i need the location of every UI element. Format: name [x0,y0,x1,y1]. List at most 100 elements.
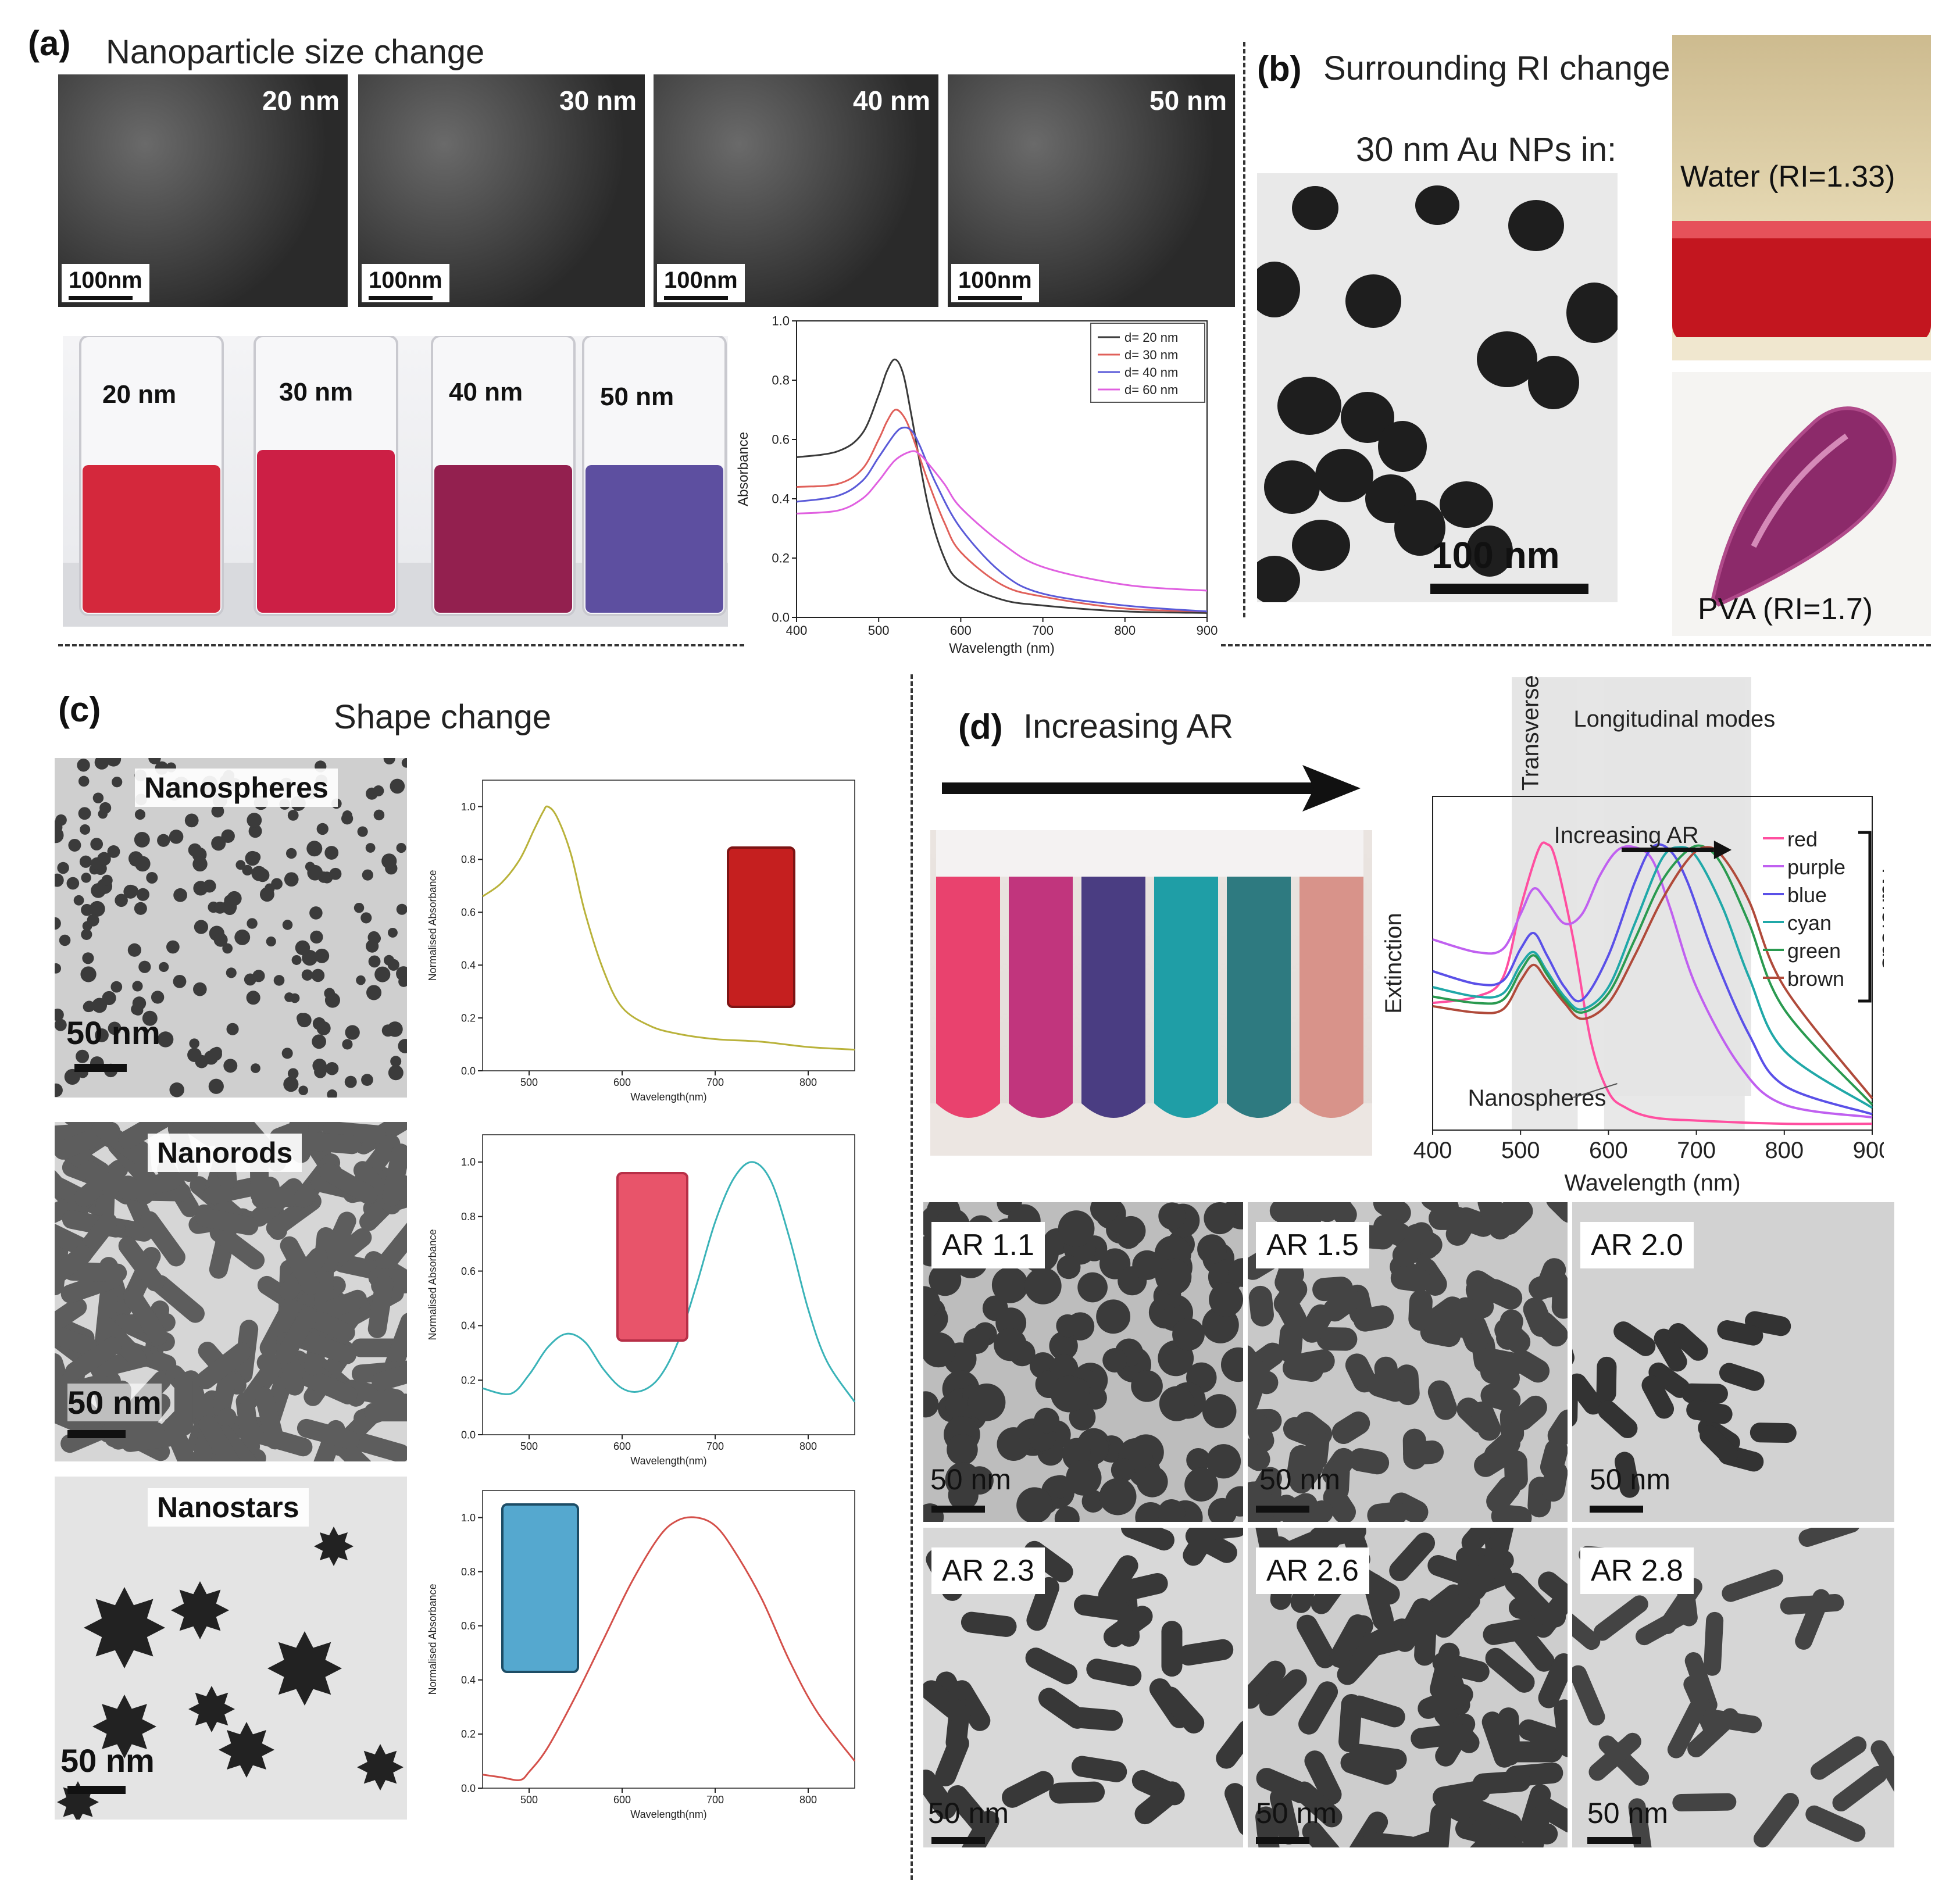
x-tick-label: 700 [706,1794,724,1806]
particle [1056,1314,1079,1338]
particle [1420,1202,1459,1219]
particle [374,966,391,982]
tem-image-au-nps: 100 nm [1257,173,1618,602]
nanospheres-pointer [1573,1083,1618,1098]
particle [1067,1707,1123,1731]
particle [357,826,368,837]
particle [65,1336,122,1381]
particle [1488,1202,1520,1240]
particle [1269,1787,1299,1845]
series-line [1432,843,1873,1116]
particle [1635,1605,1694,1646]
particle [55,963,62,974]
y-tick-label: 0.8 [461,1566,476,1578]
particle [169,830,184,844]
particle [287,810,299,821]
particle [166,940,180,954]
scale-bar: 100nm [62,264,149,302]
particle [388,927,398,938]
legend-entry: blue [1787,883,1827,907]
particle [295,940,310,956]
particle [209,1223,265,1270]
y-tick-label: 1.0 [461,801,476,813]
panel-d-title: Increasing AR [1023,707,1234,745]
nanostar [188,1686,235,1732]
particle [194,920,209,934]
panel-a-letter: (a) [28,24,71,63]
particle [310,930,323,944]
particle [297,1418,360,1450]
pva-film-photo: PVA (RI=1.7) [1672,372,1931,636]
particle [127,943,141,957]
particle [373,809,385,821]
particle [95,1028,109,1042]
particle [1408,1290,1433,1331]
particle [1504,1572,1552,1621]
particle [381,853,397,869]
particle [1287,1445,1313,1486]
vial-label: 40 nm [449,378,523,406]
particle [92,792,104,803]
particle [252,970,265,982]
panel-c-title: Shape change [334,698,552,736]
particle [159,962,169,973]
ar-label: AR 2.0 [1580,1222,1694,1268]
particle [1753,1793,1800,1847]
particle [1362,1832,1420,1847]
series-line [482,1516,856,1781]
particle [1316,1327,1358,1351]
y-axis-label: Extinction [1384,913,1406,1013]
particle [192,856,208,872]
x-tick-label: 600 [613,1794,631,1806]
particle [1485,1647,1535,1693]
particle [362,869,373,881]
x-axis-label: Wavelength(nm) [630,1455,706,1467]
particle [396,843,406,853]
particle [923,1680,969,1724]
x-tick-label: 500 [520,1794,538,1806]
stars-vial-inset [495,1500,583,1674]
particle [146,871,158,884]
particle [1312,1277,1354,1302]
particle [1113,1573,1168,1602]
particle [1248,1438,1270,1471]
particle [97,852,111,866]
particle [94,758,109,770]
particle [184,813,199,828]
particle [383,955,395,966]
divider [58,644,744,646]
scale-text: 50 nm [1590,1463,1670,1496]
x-tick-label: 600 [1589,1138,1628,1163]
x-tick-label: 500 [1501,1138,1540,1163]
particle [1326,1460,1350,1502]
series-line [1432,846,1873,1099]
particle [1120,1528,1174,1551]
sem-image-50nm: 50 nm 100nm [948,74,1235,307]
particle [368,955,381,968]
particle [929,1263,962,1296]
particle [1798,1528,1861,1547]
particle [55,1083,63,1098]
particle [365,843,376,853]
water-vial-photo: Water (RI=1.33) [1672,35,1931,360]
particle [1034,1407,1060,1434]
particle [1810,1736,1867,1780]
particle [1081,1490,1105,1513]
particle [312,1034,326,1049]
particle [1172,1318,1205,1351]
ar-label: AR 2.3 [931,1547,1045,1594]
particle [1016,1487,1053,1522]
particle [82,921,92,931]
nanostar [267,1631,342,1706]
particle [1002,1771,1054,1808]
particle [251,1063,260,1073]
particle [250,852,261,863]
particle [1275,1292,1307,1331]
particle [1504,1450,1528,1491]
tem-nanostars: Nanostars 50 nm [55,1477,407,1820]
particle [316,823,329,835]
sem-image-40nm: 40 nm 100nm [654,74,938,307]
particle [83,1000,95,1013]
x-tick-label: 900 [1853,1138,1884,1163]
particle [1102,1348,1127,1373]
